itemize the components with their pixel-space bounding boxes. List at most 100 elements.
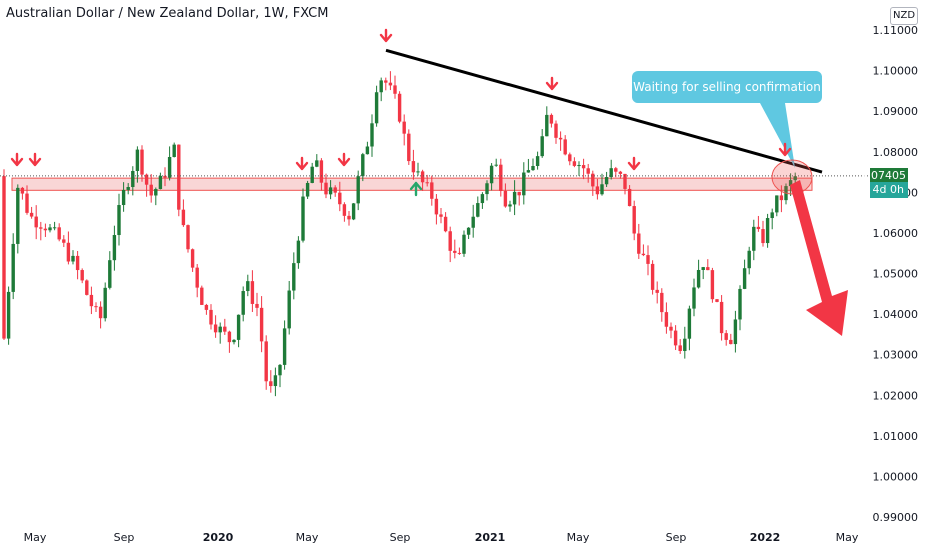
candle-body [167, 156, 172, 178]
candle-body [103, 287, 107, 319]
candle-body [706, 267, 710, 271]
candle-body [397, 93, 402, 122]
candle-body [301, 196, 305, 241]
last-price-tag: 1.07405 4d 0h [861, 168, 908, 198]
candle-body [563, 139, 567, 155]
candle-body [650, 263, 655, 290]
candle-body [213, 324, 218, 333]
candle-body [494, 164, 498, 166]
candle-body [499, 164, 503, 191]
candle-body [163, 175, 167, 178]
candle-body [664, 312, 669, 327]
candle-body [338, 192, 342, 205]
candle-body [223, 326, 227, 332]
candle-body [370, 123, 374, 147]
candle-body [701, 267, 705, 270]
candle-body [384, 80, 388, 83]
candle-body [218, 326, 222, 333]
y-tick-label: 1.05000 [873, 268, 919, 281]
candle-body [2, 176, 6, 339]
candle-body [439, 214, 443, 217]
candle-body [342, 204, 347, 216]
sell-marker-arrow [295, 156, 309, 171]
candle-body [540, 136, 544, 157]
candle-body [558, 137, 563, 140]
candle-body [627, 188, 632, 207]
candle-body [485, 183, 489, 195]
highlight-circle [771, 159, 813, 195]
sell-marker-arrow [379, 28, 393, 43]
candle-body [108, 260, 112, 288]
candle-body [269, 381, 273, 387]
candle-body [20, 187, 25, 194]
candle-body [453, 250, 457, 253]
y-tick-label: 1.06000 [873, 227, 919, 240]
candle-body [94, 306, 98, 308]
candle-body [361, 154, 365, 177]
candle-body [683, 338, 687, 352]
candle-body [581, 165, 586, 169]
x-tick-label: Sep [666, 531, 687, 544]
candle-body [742, 268, 747, 289]
candle-body [462, 234, 466, 254]
candle-body [522, 172, 526, 196]
candle-body [75, 255, 80, 271]
candle-body [324, 182, 328, 195]
candle-body [724, 333, 728, 340]
candle-body [747, 250, 751, 269]
sell-marker-arrow [545, 76, 559, 91]
candle-body [57, 227, 61, 240]
sell-marker-arrow [10, 152, 24, 167]
x-tick-label: May [567, 531, 590, 544]
candle-body [25, 193, 29, 213]
candle-body [232, 339, 236, 343]
candle-body [328, 187, 333, 195]
candle-body [34, 216, 38, 228]
buy-marker-arrow [409, 181, 423, 197]
candle-body [614, 168, 618, 172]
candle-body [729, 339, 733, 345]
candle-body [186, 225, 190, 250]
candle-body [420, 171, 425, 183]
candle-body [52, 227, 57, 229]
candle-body [282, 328, 287, 365]
candle-body [204, 304, 209, 310]
candle-body [200, 287, 204, 305]
candle-body [531, 165, 535, 171]
y-tick-label: 1.00000 [873, 470, 919, 483]
candle-body [43, 228, 48, 231]
x-tick-label: May [296, 531, 319, 544]
annotation-callout: Waiting for selling confirmation [632, 71, 822, 103]
candle-body [604, 177, 609, 185]
candle-body [719, 301, 724, 334]
candle-body [646, 255, 650, 264]
candle-body [273, 375, 278, 387]
candle-body [430, 182, 434, 199]
candle-body [554, 123, 558, 138]
x-tick-label: 2022 [750, 531, 781, 544]
sell-marker-arrow [627, 156, 641, 171]
candle-body [98, 306, 103, 319]
candle-body [259, 307, 264, 342]
candle-body [71, 255, 75, 262]
candle-body [236, 314, 241, 340]
candle-body [158, 175, 163, 190]
candle-body [752, 226, 756, 251]
candle-body [692, 287, 696, 309]
last-price: 1.07405 [860, 169, 907, 182]
sell-marker-arrow [337, 152, 351, 167]
candle-body [655, 289, 659, 293]
candle-body [255, 303, 259, 308]
candle-body [121, 189, 126, 206]
candle-body [126, 187, 130, 190]
candle-body [770, 212, 774, 219]
candle-body [660, 292, 664, 313]
candle-body [738, 288, 742, 320]
candle-body [466, 227, 471, 235]
candle-body [765, 218, 770, 244]
candle-body [591, 173, 595, 187]
chart-title: Australian Dollar / New Zealand Dollar, … [6, 6, 329, 21]
currency-badge[interactable]: NZD [890, 7, 918, 25]
candle-body [489, 165, 494, 184]
y-tick-label: 1.10000 [873, 65, 919, 78]
